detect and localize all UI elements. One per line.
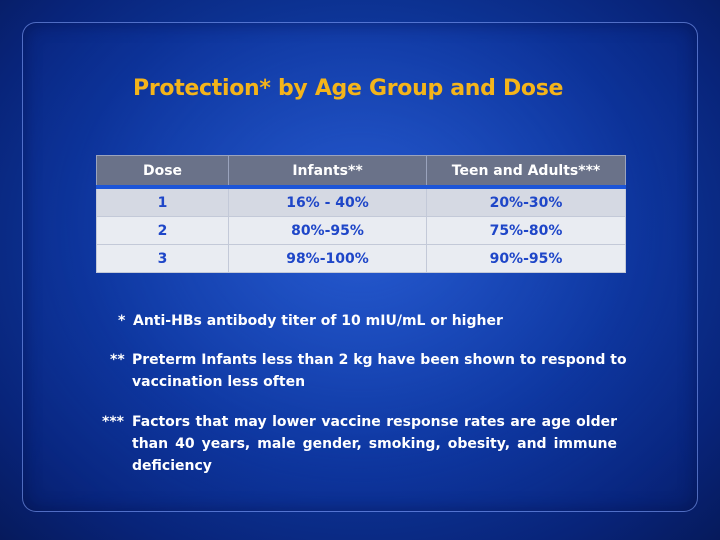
cell-teen-adults: 90%-95% [426,244,626,273]
footnote-text: Factors that may lower vaccine response … [132,414,617,474]
footnote-1: * Anti-HBs antibody titer of 10 mIU/mL o… [118,310,638,332]
cell-dose: 3 [96,244,229,273]
cell-infants: 98%-100% [228,244,427,273]
table-header-row: Dose Infants** Teen and Adults*** [96,155,626,189]
cell-dose: 1 [96,186,229,217]
header-dose: Dose [96,155,229,189]
footnote-2: ** Preterm Infants less than 2 kg have b… [110,349,630,393]
cell-teen-adults: 20%-30% [426,186,626,217]
footnote-text: Anti-HBs antibody titer of 10 mIU/mL or … [133,313,503,329]
footnote-text: Preterm Infants less than 2 kg have been… [132,352,627,390]
cell-infants: 80%-95% [228,216,427,245]
cell-dose: 2 [96,216,229,245]
header-teen-adults: Teen and Adults*** [426,155,626,189]
footnote-mark: *** [102,414,124,430]
slide-title: Protection* by Age Group and Dose [133,76,564,101]
cell-teen-adults: 75%-80% [426,216,626,245]
protection-table: Dose Infants** Teen and Adults*** 1 16% … [96,155,626,273]
footnote-3: *** Factors that may lower vaccine respo… [102,411,617,477]
table-row: 1 16% - 40% 20%-30% [96,186,626,217]
footnote-mark: * [118,313,126,329]
table-row: 3 98%-100% 90%-95% [96,244,626,273]
header-infants: Infants** [228,155,427,189]
table-row: 2 80%-95% 75%-80% [96,216,626,245]
cell-infants: 16% - 40% [228,186,427,217]
footnote-mark: ** [110,352,125,368]
